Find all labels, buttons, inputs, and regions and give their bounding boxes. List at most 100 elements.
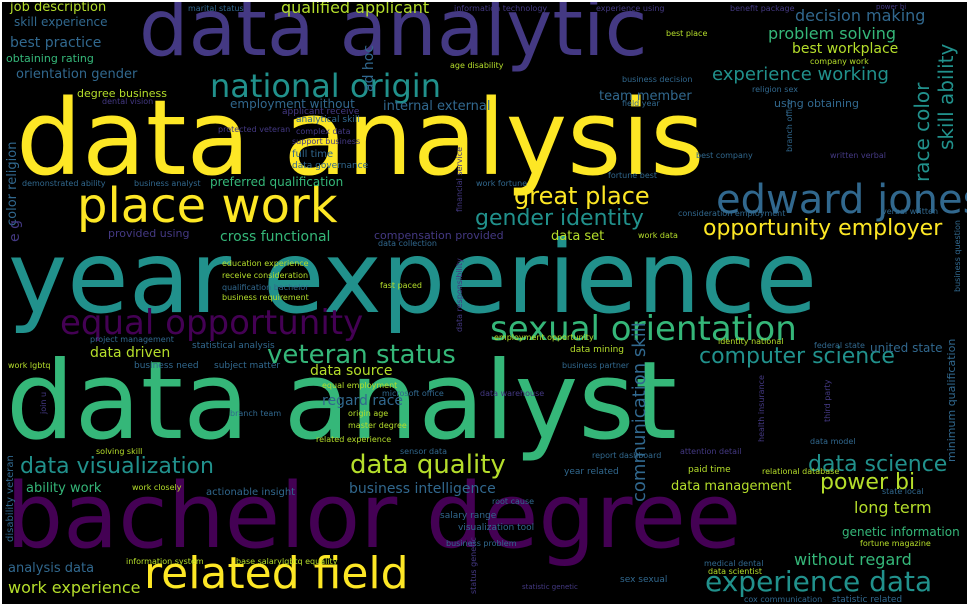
word-subject-matter: subject matter	[214, 361, 281, 371]
word-cross-functional: cross functional	[220, 229, 331, 245]
word-identity-national: identity national	[718, 337, 784, 346]
word-demonstrated-ability: demonstrated ability	[22, 179, 106, 188]
word-project-management: project management	[90, 335, 174, 344]
word-data-scientist: data scientist	[708, 567, 763, 576]
word-complex-data: complex data	[296, 127, 351, 136]
word-skill-ability: skill ability	[934, 43, 958, 150]
word-best-company: best company	[696, 151, 753, 160]
word-state-local: state local	[882, 487, 924, 496]
word-religion-sex: religion sex	[752, 85, 798, 94]
word-business-intelligence: business intelligence	[349, 481, 496, 497]
word-data-science: data science	[808, 452, 948, 477]
word-master-degree: master degree	[348, 421, 407, 430]
word-color-religion: color religion	[5, 141, 20, 226]
word-age-disability: age disability	[450, 61, 504, 70]
word-provided-using: provided using	[108, 227, 190, 240]
word-financial-service: financial service	[455, 146, 464, 212]
word-disability-veteran: disability veteran	[5, 455, 16, 542]
word-experience-using: experience using	[596, 4, 665, 13]
word-e-g: e g	[7, 220, 23, 242]
word-data-mining: data mining	[570, 345, 625, 355]
word-salary-range: salary range	[440, 511, 497, 521]
word-power-bi: power bi	[820, 470, 916, 495]
word-decision-making: decision making	[795, 6, 926, 25]
word-sensor-data: sensor data	[400, 447, 448, 456]
word-applicant-receive: applicant receive	[282, 107, 360, 117]
word-ad-hoc: ad hoc	[361, 44, 377, 92]
word-bachelor-degree: bachelor degree	[6, 464, 742, 569]
word-data-model: data model	[810, 437, 856, 446]
word-work-experience: work experience	[8, 578, 141, 597]
word-federal-state: federal state	[814, 341, 865, 350]
word-cox-communication: cox communication	[744, 595, 823, 604]
word-job-description: job description	[10, 2, 107, 15]
word-fortune-magazine: fortune magazine	[860, 539, 931, 548]
word-lgbtq-equality: lgbtq equality	[282, 557, 338, 566]
word-statistical-analysis: statistical analysis	[192, 341, 275, 351]
word-related-field: related field	[144, 548, 409, 599]
word-field-year: field year	[622, 99, 660, 108]
word-receive-consideration: receive consideration	[222, 271, 309, 280]
word-actionable-insight: actionable insight	[206, 487, 296, 498]
word-analysis-data: analysis data	[8, 561, 95, 576]
word-work-lgbtq: work lgbtq	[8, 361, 51, 370]
word-business-partner: business partner	[562, 361, 630, 370]
word-dental-vision: dental vision	[102, 97, 154, 106]
word-work-fortune: work fortune	[476, 179, 528, 188]
word-data-driven: data driven	[90, 345, 171, 361]
word-united-state: united state	[870, 341, 943, 355]
word-obtaining-rating: obtaining rating	[6, 52, 94, 65]
word-fortune-best: fortune best	[608, 171, 658, 180]
word-microsoft-office: microsoft office	[382, 389, 444, 398]
word-ability-work: ability work	[26, 481, 102, 496]
word-race-color: race color	[910, 82, 934, 182]
word-communication-skill: communication skill	[629, 322, 650, 502]
word-great-place: great place	[514, 182, 650, 210]
word-branch-office: branch office	[785, 99, 794, 152]
word-gender-identity: gender identity	[475, 206, 644, 231]
word-internal-external: internal external	[383, 99, 491, 114]
word-origin-age: origin age	[348, 409, 389, 418]
word-sexual-orientation: sexual orientation	[490, 309, 797, 349]
word-verbal-written: verbal written	[882, 207, 939, 216]
word-information-technology: information technology	[454, 4, 548, 13]
word-work-data: work data	[638, 231, 678, 240]
word-using-obtaining: using obtaining	[774, 97, 860, 110]
word-work-closely: work closely	[132, 483, 182, 492]
word-third-party: third party	[823, 379, 832, 422]
word-degree-business: degree business	[77, 87, 167, 100]
word-business-need: business need	[134, 361, 199, 371]
word-best-workplace: best workplace	[792, 41, 899, 57]
word-related-experience: related experience	[316, 435, 392, 444]
word-team-member: team member	[599, 89, 692, 104]
word-year-experience: year experience	[8, 219, 818, 336]
word-statistic-related: statistic related	[832, 595, 903, 605]
word-year-related: year related	[564, 467, 619, 477]
word-health-insurance: health insurance	[757, 375, 766, 442]
word-genetic-information: genetic information	[842, 525, 960, 539]
word-report-dashboard: report dashboard	[592, 451, 662, 460]
word-long-term: long term	[854, 498, 932, 517]
word-experience-data: experience data	[705, 565, 933, 598]
word-skill-experience: skill experience	[14, 15, 108, 29]
word-without-regard: without regard	[794, 550, 912, 569]
word-fast-paced: fast paced	[380, 281, 422, 290]
word-problem-solving: problem solving	[768, 24, 897, 43]
word-benefit-package: benefit package	[730, 4, 795, 13]
word-equal-opportunity: equal opportunity	[60, 303, 364, 343]
word-statistic-genetic: statistic genetic	[522, 583, 578, 591]
word-opportunity-employer: opportunity employer	[703, 216, 943, 241]
word-branch-team: branch team	[230, 409, 282, 418]
word-base-salary: base salary	[236, 557, 282, 566]
word-employment-opportunity: employment opportunity	[494, 333, 594, 342]
word-data-responsibility: data responsibility	[455, 258, 464, 332]
word-edward-jones: edward jones	[716, 177, 967, 223]
word-medical-dental: medical dental	[704, 559, 764, 568]
word-minimum-qualification: minimum qualification	[945, 338, 958, 462]
word-sex-sexual: sex sexual	[620, 575, 668, 585]
word-attention-detail: attention detail	[680, 447, 742, 456]
word-full-time: full time	[292, 149, 334, 160]
word-business-analyst: business analyst	[134, 179, 201, 188]
word-consideration-employment: consideration employment	[678, 209, 786, 218]
